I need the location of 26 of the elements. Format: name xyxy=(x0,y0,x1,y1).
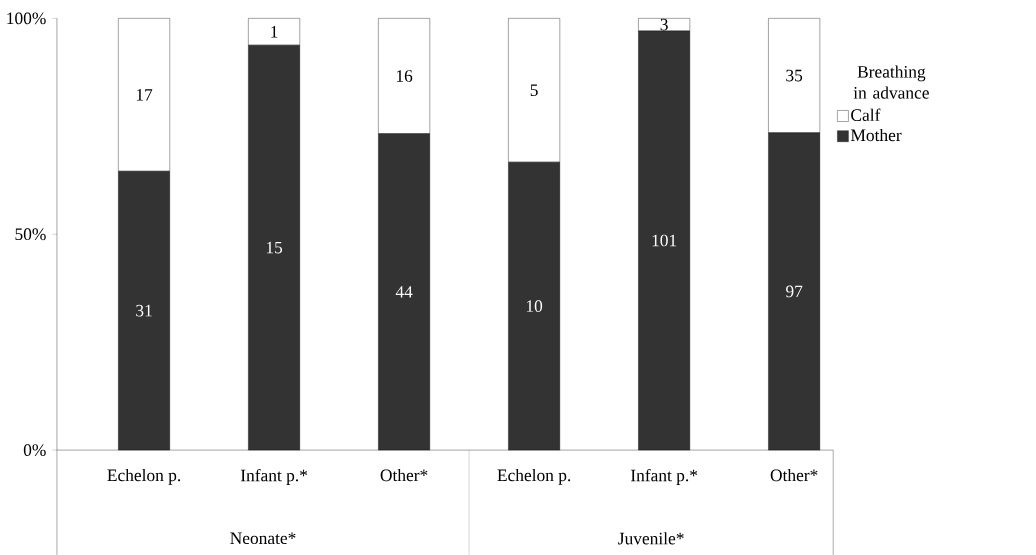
x-tick-label: Echelon p. xyxy=(497,468,571,485)
text: Juvenile* xyxy=(618,532,684,545)
text: Neonate* xyxy=(230,532,296,545)
legend-label: Mother xyxy=(850,128,902,142)
annotation: 44 xyxy=(395,286,413,298)
x-tick-label: Infant p.* xyxy=(240,468,308,485)
legend-label: Calf xyxy=(851,108,881,121)
y-tick-label: 50% xyxy=(15,228,46,241)
annotation: 5 xyxy=(530,84,538,97)
y-tick-label: 0% xyxy=(23,444,46,456)
x-tick-label: Other* xyxy=(380,468,428,482)
annotation: 17 xyxy=(136,89,153,101)
x-tick-label: Echelon p. xyxy=(107,468,181,485)
annotation: 10 xyxy=(526,300,543,312)
annotation: 15 xyxy=(266,241,283,254)
x-tick-label: Infant p.* xyxy=(630,468,698,485)
annotation: 35 xyxy=(786,69,803,82)
annotation: 31 xyxy=(136,304,152,317)
y-tick-label: 100% xyxy=(7,12,46,25)
annotation: 101 xyxy=(652,234,677,247)
annotation: 3 xyxy=(660,18,668,31)
annotation: 1 xyxy=(271,26,278,38)
annotation: 16 xyxy=(396,70,413,82)
x-tick-label: Other* xyxy=(770,468,818,482)
annotation: 97 xyxy=(786,285,803,298)
legend-title: Breathing in advance xyxy=(853,65,929,99)
